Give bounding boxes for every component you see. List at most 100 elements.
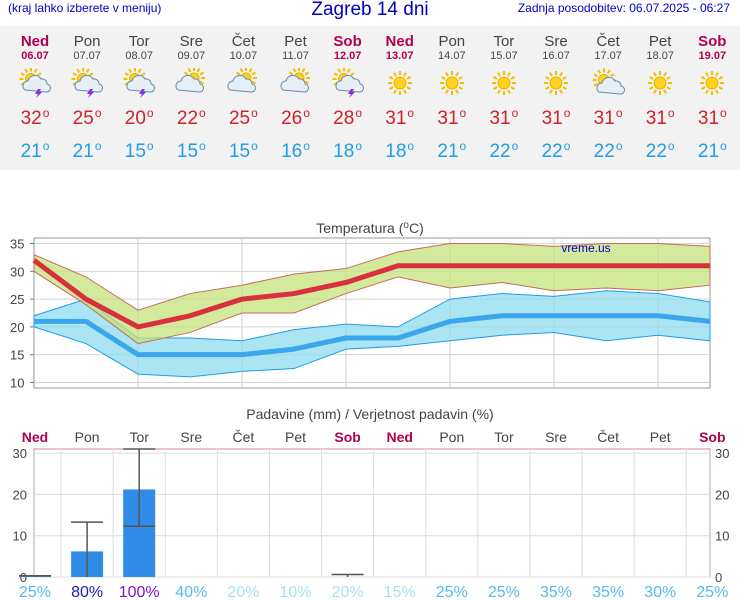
precipitation-probability: 25% — [696, 584, 728, 600]
precipitation-chart-title: Padavine (mm) / Verjetnost padavin (%) — [246, 406, 493, 422]
sun-icon — [491, 71, 516, 95]
day-name: Tor — [493, 33, 515, 50]
y-tick-label: 30 — [13, 446, 27, 461]
precipitation-probability: 100% — [119, 584, 160, 600]
degree-sign: o — [720, 139, 727, 153]
degree-sign: o — [667, 139, 675, 153]
day-column: Pon 07.07 25o 21o — [62, 26, 112, 163]
x-tick-label: Tor — [494, 429, 514, 445]
day-date: 08.07 — [125, 50, 153, 62]
max-temperature-value: 31 — [645, 108, 667, 129]
degree-sign: o — [615, 139, 623, 153]
day-name: Sre — [544, 33, 568, 50]
precipitation-probability: 30% — [644, 584, 676, 600]
sun-cloud-thunder-icon — [123, 68, 156, 98]
day-name: Čet — [596, 33, 620, 50]
degree-sign: o — [407, 106, 415, 120]
cloudy-icon — [175, 68, 206, 93]
x-tick-label: Ned — [386, 429, 412, 445]
min-temperature-value: 21 — [697, 141, 720, 162]
y-tick-label: 35 — [10, 237, 24, 252]
min-temperature: 21o — [62, 135, 112, 163]
x-tick-label: Sre — [545, 429, 567, 445]
min-temperature: 21o — [10, 135, 60, 163]
degree-sign: o — [615, 106, 623, 120]
day-name: Pon — [73, 33, 101, 50]
day-column: Čet 17.07 31o 22o — [583, 26, 633, 163]
degree-sign: o — [251, 106, 258, 120]
min-temperature: 15o — [166, 135, 216, 163]
day-date: 14.07 — [438, 50, 466, 62]
min-temperature-value: 21 — [72, 141, 94, 162]
y-tick-label-right: 0 — [715, 570, 722, 585]
degree-sign: o — [667, 106, 675, 120]
degree-sign: o — [720, 106, 727, 120]
x-tick-label: Ned — [22, 429, 48, 445]
x-tick-label: Čet — [597, 429, 619, 445]
sun-cloud-icon — [592, 68, 626, 95]
min-temperature-value: 21 — [437, 141, 459, 162]
sun-cloud-thunder-icon — [71, 68, 104, 98]
degree-sign: o — [303, 106, 310, 120]
min-temperature: 21o — [687, 135, 737, 163]
x-tick-label: Pon — [439, 429, 464, 445]
day-column: Tor 08.07 20o 15o — [114, 26, 164, 163]
precipitation-probability: 35% — [540, 584, 572, 600]
max-temperature-value: 31 — [593, 108, 615, 129]
x-tick-label: Čet — [233, 429, 255, 445]
max-temperature-value: 31 — [697, 108, 720, 129]
max-temperature-range-band — [33, 243, 711, 345]
y-tick-label-right: 20 — [715, 487, 729, 502]
degree-sign: o — [459, 106, 467, 120]
y-tick-label: 30 — [10, 264, 24, 279]
precipitation-probability: 15% — [384, 584, 416, 600]
max-temperature: 22o — [166, 102, 216, 130]
max-temperature-value: 25 — [72, 108, 94, 129]
min-temperature-value: 18 — [333, 141, 355, 162]
max-temperature: 25o — [218, 102, 268, 130]
degree-sign: o — [42, 106, 50, 120]
degree-sign: o — [42, 139, 50, 153]
sun-cloud-thunder-icon — [332, 68, 364, 98]
day-column: Pet 18.07 31o 22o — [635, 26, 685, 163]
min-temperature-value: 16 — [281, 141, 303, 162]
precipitation-probability: 20% — [332, 584, 364, 600]
day-date: 06.07 — [21, 50, 49, 62]
day-date: 10.07 — [229, 50, 258, 62]
max-temperature-value: 31 — [385, 108, 407, 129]
y-tick-label: 10 — [10, 375, 24, 390]
precipitation-probability: 20% — [227, 584, 259, 600]
max-temperature: 31o — [427, 102, 477, 130]
degree-sign: o — [355, 106, 362, 120]
max-temperature-value: 26 — [281, 108, 303, 129]
min-temperature-value: 22 — [489, 141, 511, 162]
y-tick-label: 15 — [10, 348, 24, 363]
min-temperature: 18o — [375, 135, 425, 163]
max-temperature: 28o — [323, 102, 373, 130]
min-temperature: 18o — [323, 135, 373, 163]
min-temperature: 22o — [531, 135, 581, 163]
degree-sign: o — [511, 106, 519, 120]
min-temperature: 15o — [218, 135, 268, 163]
day-column: Sob 19.07 31o 21o — [687, 26, 737, 163]
day-column: Tor 15.07 31o 22o — [479, 26, 529, 163]
day-name: Sre — [179, 33, 203, 50]
day-date: 16.07 — [542, 50, 570, 62]
max-temperature: 31o — [375, 102, 425, 130]
day-name: Pet — [648, 33, 672, 50]
sun-icon — [648, 71, 673, 95]
x-tick-label: Sre — [180, 429, 202, 445]
x-tick-label: Sob — [699, 429, 725, 445]
degree-sign: o — [199, 106, 206, 120]
sun-icon — [700, 71, 725, 95]
y-tick-label: 10 — [13, 529, 27, 544]
temperature-chart-title: Temperatura (oC) — [316, 220, 424, 236]
max-temperature: 32o — [10, 102, 60, 130]
day-date: 11.07 — [282, 50, 309, 62]
y-tick-label: 20 — [13, 487, 27, 502]
cloudy-icon — [280, 68, 310, 93]
day-column: Sre 09.07 22o 15o — [166, 26, 216, 163]
degree-sign: o — [251, 139, 258, 153]
temperature-chart: Temperatura (oC) 10 15 20 25 30 35 vreme.us — [10, 220, 711, 390]
sun-icon — [439, 71, 464, 95]
